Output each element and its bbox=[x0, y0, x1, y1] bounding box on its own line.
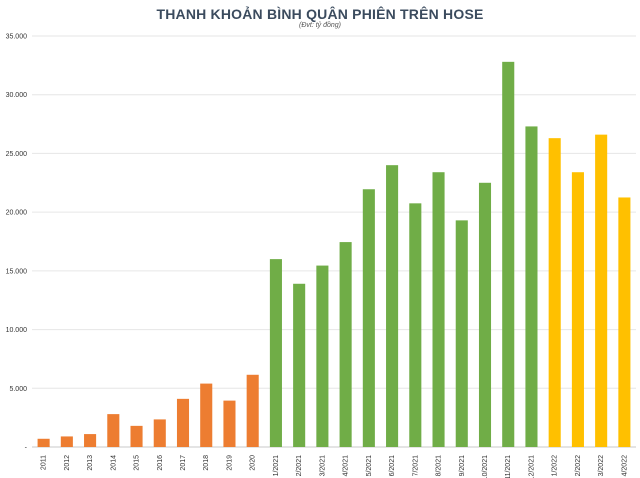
bar-11-2021 bbox=[502, 61, 515, 447]
bar-2-2021 bbox=[293, 283, 306, 447]
x-tick-label: 2/2021 bbox=[296, 455, 303, 477]
x-tick-label: 6/2021 bbox=[389, 455, 396, 477]
x-tick-label: 8/2021 bbox=[436, 455, 443, 477]
x-tick-label: 2014 bbox=[110, 455, 117, 471]
bar-2016 bbox=[153, 419, 166, 447]
x-tick-label: 2016 bbox=[157, 455, 164, 471]
y-tick-label: 10.000 bbox=[6, 327, 28, 334]
x-tick-label: 2015 bbox=[134, 455, 141, 471]
x-tick-label: 2012 bbox=[64, 455, 71, 471]
bar-7-2021 bbox=[409, 203, 422, 447]
bar-8-2021 bbox=[432, 172, 445, 447]
chart-title: THANH KHOẢN BÌNH QUÂN PHIÊN TRÊN HOSE bbox=[156, 6, 484, 22]
x-tick-label: 2/2022 bbox=[575, 455, 582, 477]
x-tick-label: 7/2021 bbox=[412, 455, 419, 477]
bar-4-2022 bbox=[618, 197, 631, 447]
bar-2020 bbox=[246, 374, 259, 447]
bar-9-2021 bbox=[455, 220, 468, 447]
x-tick-label: 3/2021 bbox=[319, 455, 326, 477]
x-tick-label: 1/2022 bbox=[552, 455, 559, 477]
bar-2011 bbox=[37, 438, 50, 447]
bar-2018 bbox=[200, 383, 213, 447]
bar-2-2022 bbox=[571, 172, 584, 447]
x-tick-label: 2018 bbox=[203, 455, 210, 471]
x-tick-label: 4/2022 bbox=[621, 455, 628, 477]
bar-12-2021 bbox=[525, 126, 538, 448]
x-tick-label: 2013 bbox=[87, 455, 94, 471]
bar-2013 bbox=[84, 434, 97, 447]
y-tick-label: 15.000 bbox=[6, 268, 28, 275]
x-tick-label: 2011 bbox=[41, 455, 48, 470]
bar-6-2021 bbox=[386, 165, 399, 447]
bar-2017 bbox=[176, 398, 190, 447]
bar-3-2021 bbox=[316, 265, 329, 447]
x-tick-label: 2019 bbox=[226, 455, 233, 471]
bar-1-2022 bbox=[548, 138, 561, 448]
y-tick-label: 35.000 bbox=[6, 34, 28, 41]
x-tick-label: 10/2021 bbox=[482, 455, 489, 478]
bar-10-2021 bbox=[478, 182, 492, 448]
x-tick-label: 2017 bbox=[180, 455, 187, 471]
bar-4-2021 bbox=[339, 242, 352, 447]
y-tick-label: - bbox=[25, 445, 28, 452]
y-tick-label: 30.000 bbox=[6, 92, 28, 99]
x-tick-label: 5/2021 bbox=[366, 455, 373, 477]
bar-2012 bbox=[60, 436, 73, 447]
x-tick-label: 1/2021 bbox=[273, 455, 280, 477]
bar-2014 bbox=[107, 414, 120, 447]
y-tick-label: 25.000 bbox=[6, 151, 28, 158]
x-tick-label: 9/2021 bbox=[459, 455, 466, 477]
x-tick-label: 11/2021 bbox=[505, 455, 512, 478]
x-tick-label: 12/2021 bbox=[528, 455, 535, 478]
x-tick-label: 3/2022 bbox=[598, 455, 605, 477]
bar-1-2021 bbox=[269, 259, 282, 447]
y-tick-label: 20.000 bbox=[6, 210, 28, 217]
x-tick-label: 2020 bbox=[250, 455, 257, 471]
y-tick-label: 5.000 bbox=[9, 386, 27, 393]
bar-2015 bbox=[130, 425, 143, 447]
x-tick-label: 4/2021 bbox=[343, 455, 350, 477]
bar-3-2022 bbox=[595, 134, 608, 447]
chart-subtitle: (Đvt: tỷ đồng) bbox=[298, 22, 341, 29]
bar-5-2021 bbox=[362, 189, 375, 447]
bar-2019 bbox=[223, 400, 236, 447]
